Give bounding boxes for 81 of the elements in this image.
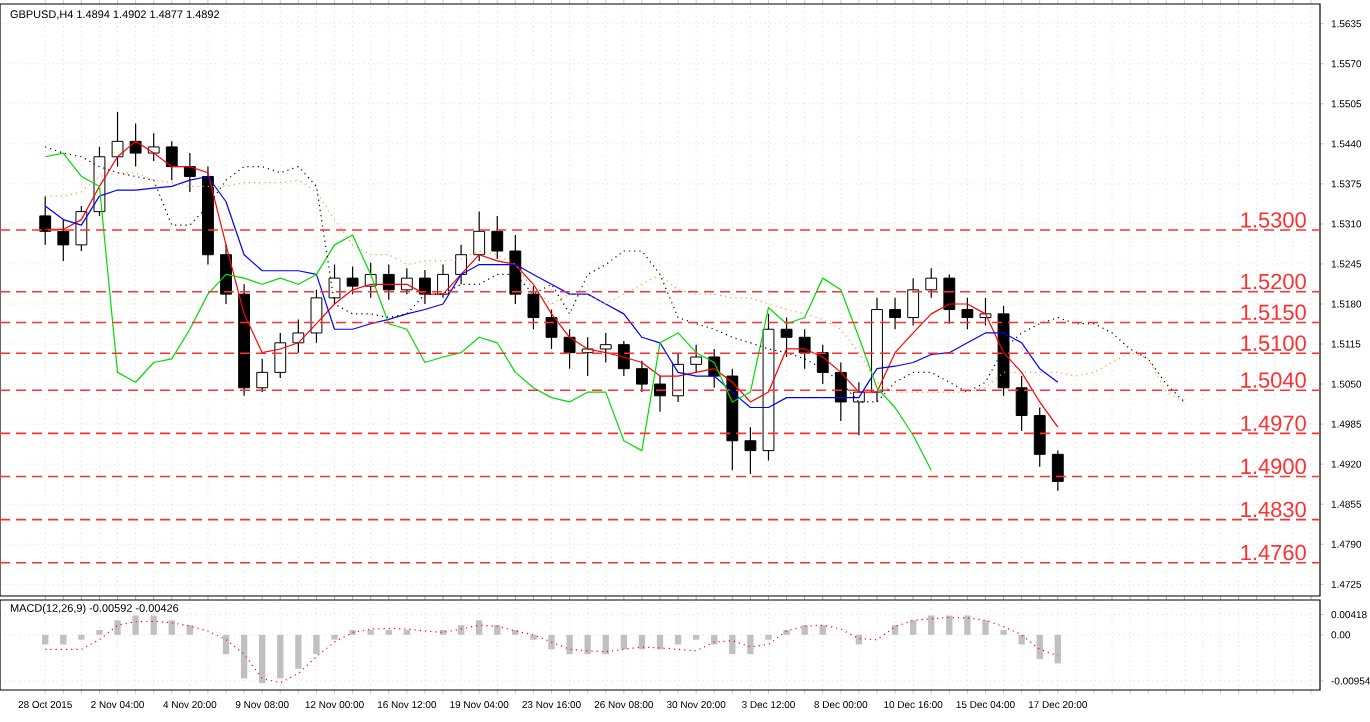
bar: [674, 634, 682, 645]
candlestick: [744, 426, 757, 475]
line-series: [44, 152, 932, 471]
candlestick: [147, 132, 160, 162]
candlestick: [1015, 375, 1028, 432]
ref-line-label: 1.5100: [1241, 335, 1306, 351]
candlestick: [455, 244, 468, 285]
candlestick: [617, 340, 630, 377]
ref-line-label: 1.5300: [1241, 212, 1306, 228]
ref-line-label: 1.4900: [1241, 458, 1306, 475]
bar: [711, 634, 718, 645]
bar: [1018, 634, 1025, 645]
candlestick: [509, 234, 522, 305]
candlestick: [889, 297, 901, 330]
candlestick: [491, 215, 504, 260]
bar: [1054, 634, 1061, 664]
ref-line-label: 1.5200: [1241, 273, 1306, 290]
ref-line-label: 1.4830: [1241, 501, 1306, 518]
ref-line-label: 1.4970: [1241, 415, 1306, 431]
candlestick: [346, 265, 359, 295]
candlestick: [57, 219, 70, 262]
candlestick: [39, 195, 52, 246]
candlestick: [690, 344, 703, 373]
candlestick: [563, 328, 576, 370]
bar: [476, 620, 483, 635]
candlestick: [527, 285, 540, 330]
candlestick: [473, 210, 486, 262]
candlestick: [183, 152, 196, 193]
bar: [530, 634, 537, 640]
bar: [693, 634, 700, 640]
bar: [982, 620, 989, 635]
candlestick: [274, 332, 287, 379]
candlestick: [165, 140, 178, 181]
bar: [819, 625, 826, 635]
candlestick: [925, 267, 938, 299]
bar: [801, 625, 808, 635]
bar: [620, 634, 627, 650]
bar: [457, 625, 465, 635]
bar: [548, 634, 555, 650]
candlestick: [979, 297, 992, 327]
candlestick: [961, 297, 974, 330]
bar: [222, 634, 230, 655]
candlestick: [1033, 406, 1046, 468]
bar: [168, 620, 175, 635]
bar: [729, 634, 736, 655]
bar: [602, 634, 609, 655]
bar: [313, 634, 320, 655]
candlestick: [292, 318, 305, 354]
candlestick: [545, 308, 558, 350]
candlestick: [599, 332, 612, 364]
candlestick: [310, 289, 323, 344]
candlestick: [437, 263, 449, 299]
bar: [331, 634, 338, 640]
candlestick: [220, 244, 232, 305]
bar: [765, 634, 772, 640]
ref-line-label: 1.5150: [1241, 304, 1306, 321]
ref-line-label: 1.5040: [1241, 372, 1306, 388]
candlestick: [256, 358, 269, 393]
candlestick: [1051, 450, 1064, 492]
candlestick: [382, 263, 395, 301]
bar: [747, 634, 754, 655]
candlestick: [328, 263, 341, 305]
bar: [1036, 634, 1043, 660]
bar: [494, 625, 501, 635]
bar: [78, 634, 85, 640]
bar: [60, 634, 67, 645]
bar: [295, 634, 302, 669]
candlestick: [419, 269, 431, 305]
bar: [186, 625, 194, 635]
bar: [891, 625, 899, 635]
candlestick: [400, 267, 413, 295]
candlestick: [111, 111, 124, 168]
bar: [584, 634, 591, 655]
ref-line-label: 1.4760: [1241, 544, 1306, 561]
bar: [566, 634, 573, 655]
candlestick: [635, 360, 648, 393]
candlestick: [780, 316, 793, 358]
candlestick: [907, 277, 920, 327]
bar: [114, 620, 121, 635]
bar: [909, 620, 917, 635]
bar: [855, 634, 863, 645]
